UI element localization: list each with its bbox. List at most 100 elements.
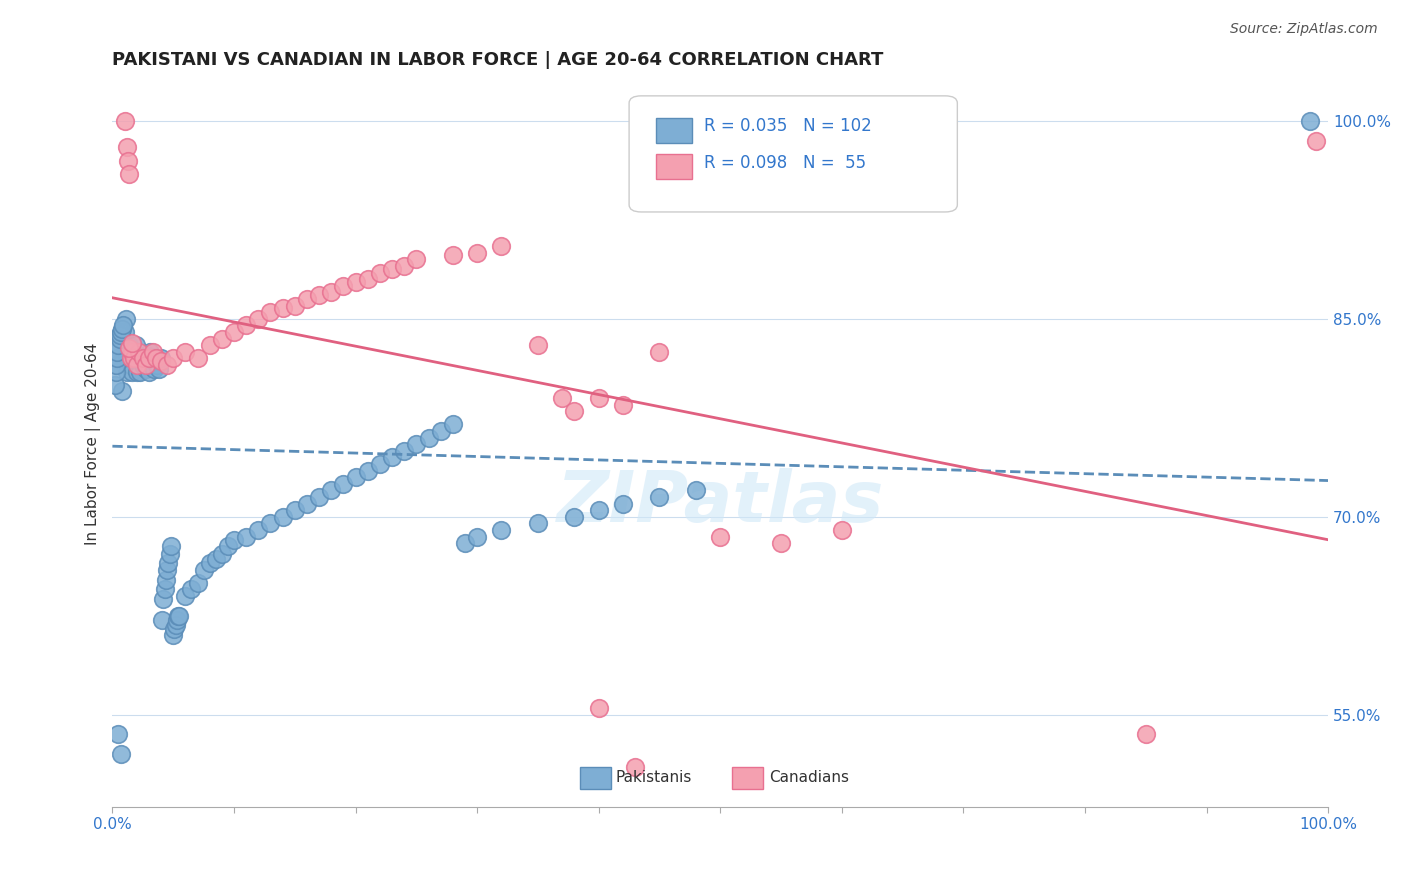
Point	[193, 562, 215, 576]
Point	[165, 618, 187, 632]
Point	[107, 338, 129, 352]
Point	[111, 322, 134, 336]
Point	[105, 365, 128, 379]
Point	[141, 354, 163, 368]
Point	[141, 351, 163, 366]
Point	[405, 437, 427, 451]
Point	[169, 608, 191, 623]
Point	[156, 562, 179, 576]
Point	[344, 275, 367, 289]
Point	[108, 327, 131, 342]
Point	[624, 760, 647, 774]
Point	[114, 311, 136, 326]
Point	[111, 384, 134, 399]
Point	[110, 325, 132, 339]
Point	[235, 318, 257, 333]
Point	[308, 490, 330, 504]
Point	[110, 747, 132, 762]
Point	[157, 556, 180, 570]
Point	[308, 288, 330, 302]
Point	[121, 365, 143, 379]
FancyBboxPatch shape	[733, 767, 763, 789]
Point	[114, 338, 136, 352]
Point	[381, 450, 404, 465]
Point	[115, 351, 138, 366]
Point	[405, 252, 427, 267]
Point	[145, 351, 167, 366]
Point	[357, 272, 380, 286]
Point	[105, 358, 128, 372]
Point	[217, 539, 239, 553]
Point	[770, 536, 793, 550]
Point	[174, 344, 197, 359]
Point	[163, 622, 186, 636]
Point	[1299, 114, 1322, 128]
Point	[527, 338, 550, 352]
Point	[709, 529, 731, 543]
Point	[247, 311, 270, 326]
Point	[588, 391, 610, 405]
Point	[332, 476, 354, 491]
Point	[118, 341, 141, 355]
Point	[454, 536, 477, 550]
Point	[392, 443, 415, 458]
Point	[441, 248, 464, 262]
Text: ZIPatlas: ZIPatlas	[557, 467, 884, 537]
Point	[465, 245, 488, 260]
Point	[125, 358, 148, 372]
Point	[564, 404, 586, 418]
Point	[117, 351, 139, 366]
Point	[321, 285, 343, 300]
Point	[344, 470, 367, 484]
Point	[107, 727, 129, 741]
Point	[612, 497, 634, 511]
Point	[125, 351, 148, 366]
Point	[150, 354, 173, 368]
Point	[174, 589, 197, 603]
Point	[332, 278, 354, 293]
Point	[1135, 727, 1157, 741]
Point	[295, 497, 318, 511]
Point	[148, 362, 170, 376]
Point	[135, 351, 157, 366]
Point	[284, 299, 307, 313]
Point	[141, 344, 163, 359]
Point	[284, 503, 307, 517]
Point	[685, 483, 707, 498]
Point	[648, 344, 671, 359]
Point	[121, 344, 143, 359]
Point	[138, 349, 160, 363]
Point	[150, 613, 173, 627]
Point	[166, 613, 188, 627]
Point	[648, 490, 671, 504]
Point	[122, 351, 145, 366]
Point	[295, 292, 318, 306]
Text: Canadians: Canadians	[769, 771, 849, 786]
Point	[105, 344, 128, 359]
Y-axis label: In Labor Force | Age 20-64: In Labor Force | Age 20-64	[86, 343, 101, 545]
Point	[128, 358, 150, 372]
Point	[271, 301, 294, 316]
Point	[153, 582, 176, 597]
Point	[143, 354, 166, 368]
Point	[139, 344, 162, 359]
Point	[186, 575, 208, 590]
Point	[259, 305, 281, 319]
Point	[124, 344, 146, 359]
Point	[441, 417, 464, 432]
Point	[321, 483, 343, 498]
Point	[132, 358, 155, 372]
FancyBboxPatch shape	[628, 95, 957, 212]
Point	[121, 335, 143, 350]
Point	[247, 523, 270, 537]
Point	[120, 351, 142, 366]
Point	[124, 351, 146, 366]
Point	[259, 516, 281, 531]
Point	[491, 523, 513, 537]
Point	[124, 338, 146, 352]
Point	[108, 332, 131, 346]
Point	[131, 354, 153, 368]
Point	[115, 140, 138, 154]
Point	[186, 351, 208, 366]
Point	[211, 332, 233, 346]
